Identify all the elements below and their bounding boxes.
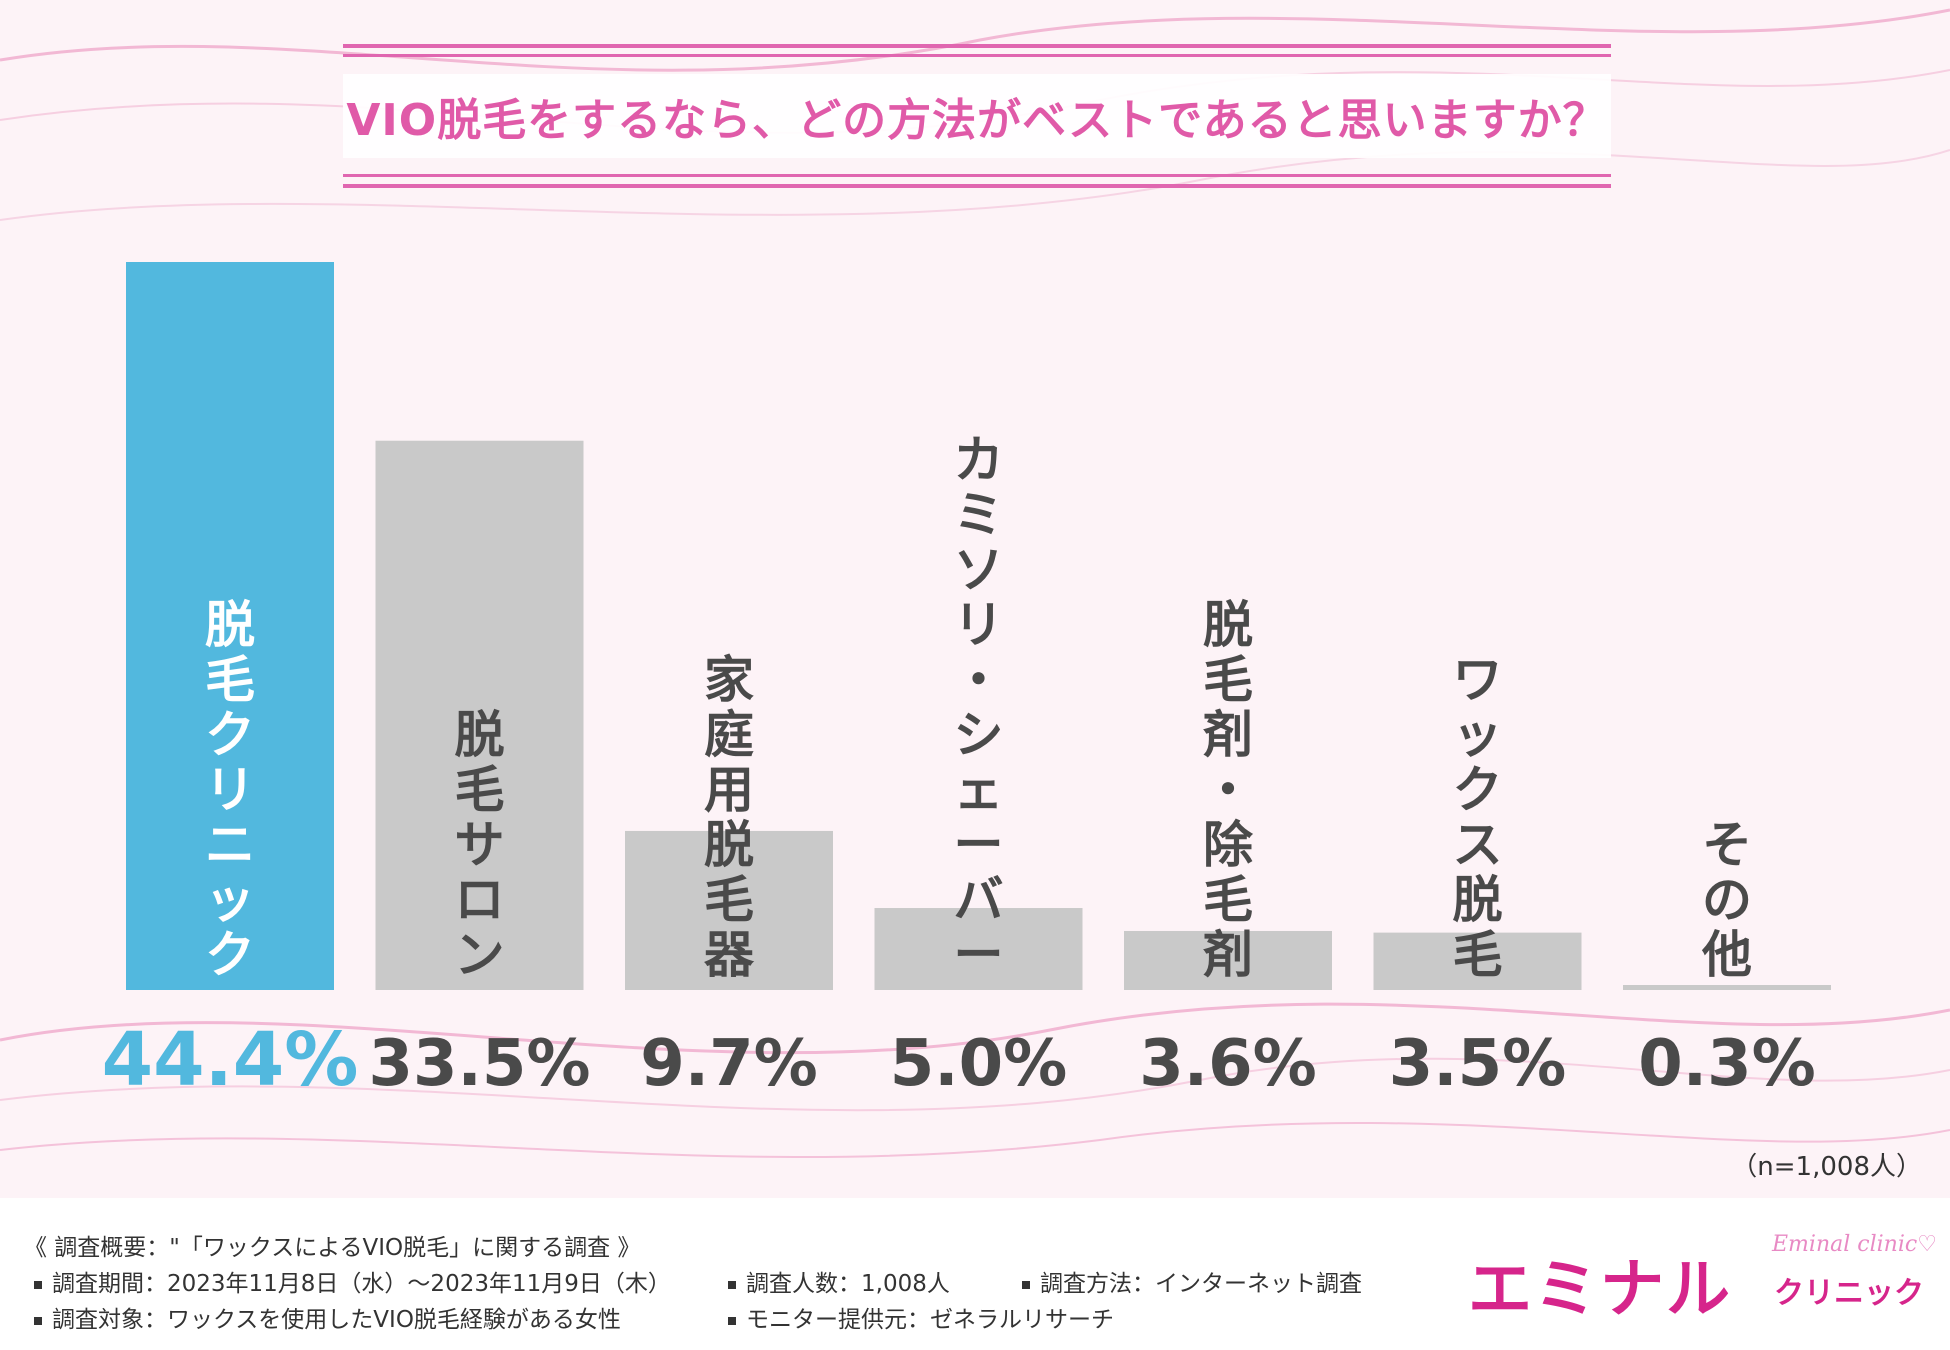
bullet-icon <box>34 1316 42 1325</box>
bullet-icon <box>728 1280 736 1289</box>
category-label-2: 家庭用脱毛器 <box>704 651 755 984</box>
survey-method: 調査方法：インターネット調査 <box>1022 1264 1362 1298</box>
survey-period: 調査期間：2023年11月8日（水）～2023年11月9日（木） <box>34 1264 671 1298</box>
bar-5 <box>1373 932 1582 990</box>
category-label-6: その他 <box>1701 816 1752 984</box>
title-rule-top <box>343 44 1611 48</box>
value-label-3: 5.0% <box>890 1027 1068 1101</box>
category-label-1: 脱毛サロン <box>455 706 505 984</box>
bar-2 <box>625 830 833 990</box>
survey-provider: モニター提供元：ゼネラルリサーチ <box>728 1300 1114 1334</box>
value-label-5: 3.5% <box>1389 1027 1567 1101</box>
bar-1 <box>375 440 584 991</box>
logo-sub: クリニック <box>1774 1276 1924 1311</box>
category-label-3: カミソリ・シェーバー <box>954 431 1004 984</box>
logo-main: エミナル <box>1468 1253 1732 1327</box>
sample-size-note: （n=1,008人） <box>1731 1152 1922 1182</box>
bar-0 <box>126 262 334 990</box>
category-label-5: ワックス脱毛 <box>1453 651 1503 984</box>
title-rule-bottom-thin <box>343 174 1611 177</box>
survey-count: 調査人数：1,008人 <box>728 1264 950 1298</box>
value-label-1: 33.5% <box>368 1027 590 1101</box>
survey-footer: 《 調査概要："「ワックスによるVIO脱毛」に関する調査 》 調査期間：2023… <box>0 1198 1950 1350</box>
value-label-2: 9.7% <box>640 1027 818 1101</box>
survey-provider-text: モニター提供元：ゼネラルリサーチ <box>746 1307 1114 1333</box>
bar-3 <box>874 908 1083 990</box>
survey-count-text: 調査人数：1,008人 <box>746 1271 950 1297</box>
bar-4 <box>1124 930 1332 990</box>
survey-target: 調査対象：ワックスを使用したVIO脱毛経験がある女性 <box>34 1300 621 1334</box>
category-label-4: 脱毛剤・除毛剤 <box>1203 596 1254 984</box>
value-label-6: 0.3% <box>1638 1027 1816 1101</box>
bullet-icon <box>1022 1280 1030 1289</box>
survey-target-text: 調査対象：ワックスを使用したVIO脱毛経験がある女性 <box>52 1307 621 1333</box>
survey-heading: 《 調査概要："「ワックスによるVIO脱毛」に関する調査 》 <box>24 1235 641 1261</box>
bullet-icon <box>34 1280 42 1289</box>
survey-period-text: 調査期間：2023年11月8日（水）～2023年11月9日（木） <box>52 1271 671 1297</box>
value-label-0: 44.4% <box>102 1017 359 1103</box>
survey-method-text: 調査方法：インターネット調査 <box>1040 1271 1362 1297</box>
title-band: VIO脱毛をするなら、どの方法がベストであると思いますか？ <box>343 74 1611 158</box>
bullet-icon <box>728 1316 736 1325</box>
logo-english: Eminal clinic♡ <box>1772 1232 1937 1257</box>
title-rule-bottom <box>343 184 1611 188</box>
chart-title-box: VIO脱毛をするなら、どの方法がベストであると思いますか？ <box>343 44 1611 188</box>
chart-title: VIO脱毛をするなら、どの方法がベストであると思いますか？ <box>346 95 1608 146</box>
value-label-4: 3.6% <box>1139 1027 1317 1101</box>
title-rule-top-thin <box>343 54 1611 57</box>
category-label-0: 脱毛クリニック <box>205 596 255 984</box>
bar-6 <box>1623 985 1831 990</box>
